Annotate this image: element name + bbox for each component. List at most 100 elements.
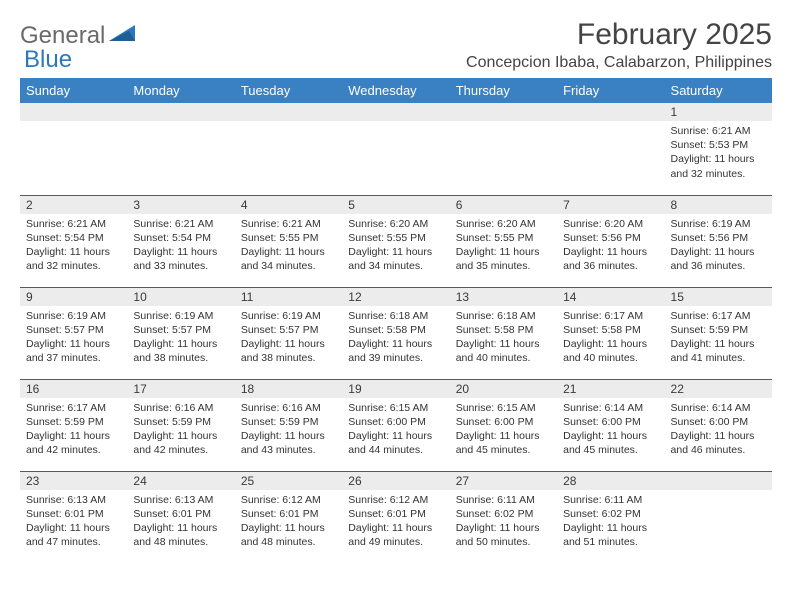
day-number: 19 <box>342 380 449 398</box>
calendar-cell: 25Sunrise: 6:12 AMSunset: 6:01 PMDayligh… <box>235 471 342 563</box>
day-number: 27 <box>450 472 557 490</box>
day-number: 16 <box>20 380 127 398</box>
day-number: 17 <box>127 380 234 398</box>
day-number <box>557 103 664 121</box>
logo-triangle-icon <box>109 22 135 50</box>
day-number <box>127 103 234 121</box>
day-number: 28 <box>557 472 664 490</box>
day-details: Sunrise: 6:11 AMSunset: 6:02 PMDaylight:… <box>450 490 557 554</box>
day-number: 23 <box>20 472 127 490</box>
calendar-cell: 28Sunrise: 6:11 AMSunset: 6:02 PMDayligh… <box>557 471 664 563</box>
day-details: Sunrise: 6:16 AMSunset: 5:59 PMDaylight:… <box>127 398 234 462</box>
day-number: 11 <box>235 288 342 306</box>
day-number: 8 <box>665 196 772 214</box>
calendar-week-row: 16Sunrise: 6:17 AMSunset: 5:59 PMDayligh… <box>20 379 772 471</box>
day-number: 3 <box>127 196 234 214</box>
calendar-cell: 9Sunrise: 6:19 AMSunset: 5:57 PMDaylight… <box>20 287 127 379</box>
calendar-week-row: 9Sunrise: 6:19 AMSunset: 5:57 PMDaylight… <box>20 287 772 379</box>
day-number: 13 <box>450 288 557 306</box>
calendar-cell: 20Sunrise: 6:15 AMSunset: 6:00 PMDayligh… <box>450 379 557 471</box>
day-number <box>450 103 557 121</box>
day-number: 22 <box>665 380 772 398</box>
day-details: Sunrise: 6:13 AMSunset: 6:01 PMDaylight:… <box>20 490 127 554</box>
calendar-cell: 24Sunrise: 6:13 AMSunset: 6:01 PMDayligh… <box>127 471 234 563</box>
calendar-cell: 2Sunrise: 6:21 AMSunset: 5:54 PMDaylight… <box>20 195 127 287</box>
day-details: Sunrise: 6:20 AMSunset: 5:55 PMDaylight:… <box>450 214 557 278</box>
calendar-cell: 18Sunrise: 6:16 AMSunset: 5:59 PMDayligh… <box>235 379 342 471</box>
day-number: 21 <box>557 380 664 398</box>
day-number: 14 <box>557 288 664 306</box>
day-number: 2 <box>20 196 127 214</box>
title-block: February 2025 Concepcion Ibaba, Calabarz… <box>466 18 772 72</box>
col-saturday: Saturday <box>665 78 772 103</box>
calendar-cell: 23Sunrise: 6:13 AMSunset: 6:01 PMDayligh… <box>20 471 127 563</box>
day-details: Sunrise: 6:20 AMSunset: 5:56 PMDaylight:… <box>557 214 664 278</box>
day-number: 20 <box>450 380 557 398</box>
header: General February 2025 Concepcion Ibaba, … <box>20 18 772 72</box>
calendar-cell: 1Sunrise: 6:21 AMSunset: 5:53 PMDaylight… <box>665 103 772 195</box>
day-details: Sunrise: 6:17 AMSunset: 5:58 PMDaylight:… <box>557 306 664 370</box>
calendar-cell <box>127 103 234 195</box>
calendar-cell: 11Sunrise: 6:19 AMSunset: 5:57 PMDayligh… <box>235 287 342 379</box>
calendar-week-row: 2Sunrise: 6:21 AMSunset: 5:54 PMDaylight… <box>20 195 772 287</box>
day-number <box>20 103 127 121</box>
calendar-cell: 6Sunrise: 6:20 AMSunset: 5:55 PMDaylight… <box>450 195 557 287</box>
day-details: Sunrise: 6:21 AMSunset: 5:55 PMDaylight:… <box>235 214 342 278</box>
day-number: 4 <box>235 196 342 214</box>
col-sunday: Sunday <box>20 78 127 103</box>
calendar-cell: 14Sunrise: 6:17 AMSunset: 5:58 PMDayligh… <box>557 287 664 379</box>
calendar-cell: 15Sunrise: 6:17 AMSunset: 5:59 PMDayligh… <box>665 287 772 379</box>
day-details: Sunrise: 6:15 AMSunset: 6:00 PMDaylight:… <box>342 398 449 462</box>
calendar-cell: 21Sunrise: 6:14 AMSunset: 6:00 PMDayligh… <box>557 379 664 471</box>
day-number: 10 <box>127 288 234 306</box>
day-details: Sunrise: 6:21 AMSunset: 5:53 PMDaylight:… <box>665 121 772 185</box>
calendar-cell <box>665 471 772 563</box>
calendar-cell <box>20 103 127 195</box>
location-text: Concepcion Ibaba, Calabarzon, Philippine… <box>466 54 772 72</box>
calendar-cell: 22Sunrise: 6:14 AMSunset: 6:00 PMDayligh… <box>665 379 772 471</box>
day-details: Sunrise: 6:17 AMSunset: 5:59 PMDaylight:… <box>665 306 772 370</box>
calendar-table: Sunday Monday Tuesday Wednesday Thursday… <box>20 78 772 563</box>
day-details: Sunrise: 6:12 AMSunset: 6:01 PMDaylight:… <box>235 490 342 554</box>
calendar-week-row: 23Sunrise: 6:13 AMSunset: 6:01 PMDayligh… <box>20 471 772 563</box>
day-number: 5 <box>342 196 449 214</box>
day-number: 24 <box>127 472 234 490</box>
calendar-cell <box>235 103 342 195</box>
day-details: Sunrise: 6:19 AMSunset: 5:57 PMDaylight:… <box>235 306 342 370</box>
day-details: Sunrise: 6:15 AMSunset: 6:00 PMDaylight:… <box>450 398 557 462</box>
day-header-row: Sunday Monday Tuesday Wednesday Thursday… <box>20 78 772 103</box>
day-number <box>665 472 772 490</box>
day-details: Sunrise: 6:18 AMSunset: 5:58 PMDaylight:… <box>342 306 449 370</box>
day-number: 9 <box>20 288 127 306</box>
calendar-cell: 26Sunrise: 6:12 AMSunset: 6:01 PMDayligh… <box>342 471 449 563</box>
day-details: Sunrise: 6:19 AMSunset: 5:57 PMDaylight:… <box>20 306 127 370</box>
day-details: Sunrise: 6:21 AMSunset: 5:54 PMDaylight:… <box>127 214 234 278</box>
logo-text-blue: Blue <box>24 46 72 74</box>
day-number: 1 <box>665 103 772 121</box>
calendar-cell: 7Sunrise: 6:20 AMSunset: 5:56 PMDaylight… <box>557 195 664 287</box>
calendar-cell: 3Sunrise: 6:21 AMSunset: 5:54 PMDaylight… <box>127 195 234 287</box>
calendar-cell: 27Sunrise: 6:11 AMSunset: 6:02 PMDayligh… <box>450 471 557 563</box>
day-details: Sunrise: 6:14 AMSunset: 6:00 PMDaylight:… <box>665 398 772 462</box>
calendar-cell: 10Sunrise: 6:19 AMSunset: 5:57 PMDayligh… <box>127 287 234 379</box>
col-thursday: Thursday <box>450 78 557 103</box>
calendar-cell <box>557 103 664 195</box>
day-details: Sunrise: 6:11 AMSunset: 6:02 PMDaylight:… <box>557 490 664 554</box>
calendar-cell: 16Sunrise: 6:17 AMSunset: 5:59 PMDayligh… <box>20 379 127 471</box>
day-number: 7 <box>557 196 664 214</box>
day-details: Sunrise: 6:16 AMSunset: 5:59 PMDaylight:… <box>235 398 342 462</box>
day-details: Sunrise: 6:19 AMSunset: 5:57 PMDaylight:… <box>127 306 234 370</box>
day-number: 6 <box>450 196 557 214</box>
day-details: Sunrise: 6:14 AMSunset: 6:00 PMDaylight:… <box>557 398 664 462</box>
day-details: Sunrise: 6:17 AMSunset: 5:59 PMDaylight:… <box>20 398 127 462</box>
day-details: Sunrise: 6:13 AMSunset: 6:01 PMDaylight:… <box>127 490 234 554</box>
day-details: Sunrise: 6:12 AMSunset: 6:01 PMDaylight:… <box>342 490 449 554</box>
month-title: February 2025 <box>466 18 772 52</box>
calendar-week-row: 1Sunrise: 6:21 AMSunset: 5:53 PMDaylight… <box>20 103 772 195</box>
calendar-cell: 4Sunrise: 6:21 AMSunset: 5:55 PMDaylight… <box>235 195 342 287</box>
day-number: 25 <box>235 472 342 490</box>
calendar-cell: 12Sunrise: 6:18 AMSunset: 5:58 PMDayligh… <box>342 287 449 379</box>
calendar-cell: 19Sunrise: 6:15 AMSunset: 6:00 PMDayligh… <box>342 379 449 471</box>
calendar-cell: 5Sunrise: 6:20 AMSunset: 5:55 PMDaylight… <box>342 195 449 287</box>
calendar-cell: 8Sunrise: 6:19 AMSunset: 5:56 PMDaylight… <box>665 195 772 287</box>
